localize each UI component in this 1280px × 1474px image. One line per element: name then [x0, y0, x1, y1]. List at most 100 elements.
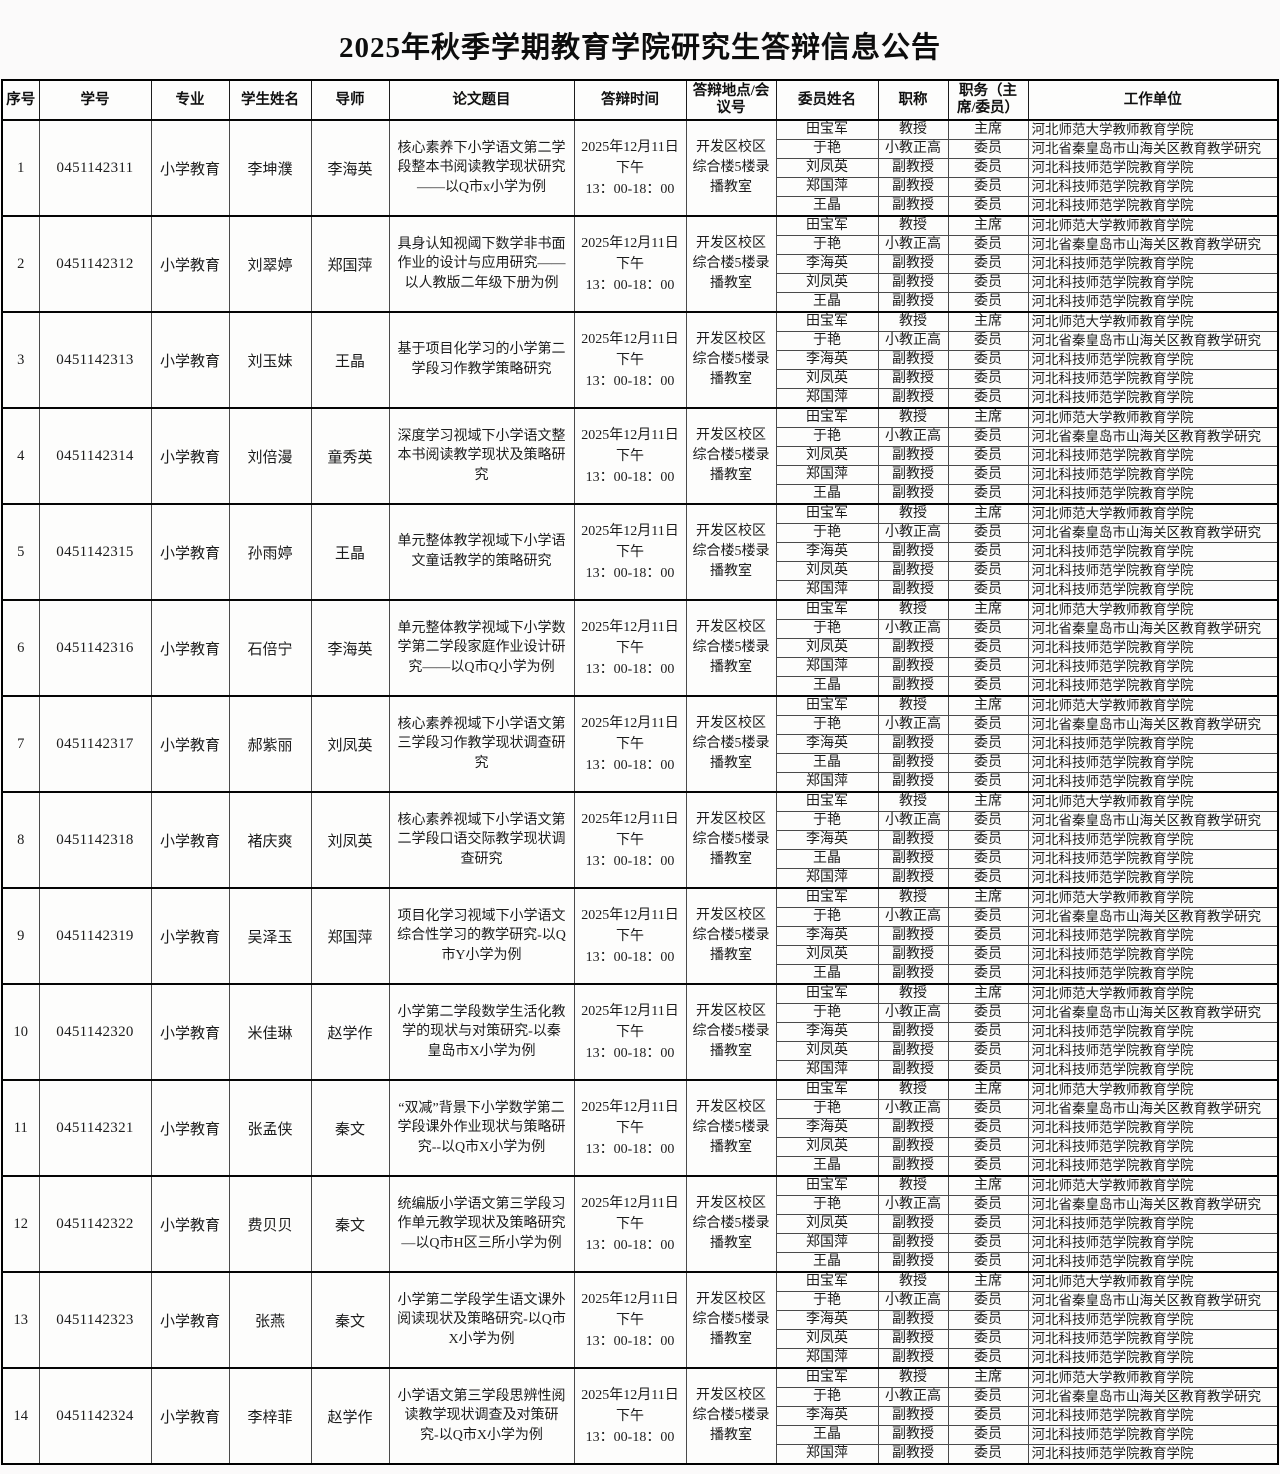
cell-defense-time: 2025年12月11日 下午 13：00-18：00 [573, 983, 687, 1081]
cell-committee-name: 刘凤英 [775, 446, 879, 466]
cell-thesis-title: 小学语文第三学段思辨性阅读教学现状调查及对策研究-以Q市X小学为例 [388, 1367, 575, 1465]
cell-committee-name: 王晶 [775, 1156, 879, 1177]
defense-time-line: 2025年12月11日 [581, 1099, 679, 1115]
cell-committee-title: 副教授 [877, 292, 949, 313]
defense-time-line: 13：00-18：00 [585, 1429, 675, 1445]
column-header-6: 答辩时间 [573, 79, 687, 121]
cell-committee-name: 刘凤英 [775, 561, 879, 581]
defense-time-line: 2025年12月11日 [581, 1387, 679, 1403]
cell-committee-title: 副教授 [877, 772, 949, 793]
cell-committee-role: 主席 [947, 407, 1029, 428]
defense-time-line: 下午 [616, 544, 644, 560]
column-header-9: 职称 [877, 79, 949, 121]
cell-committee-unit: 河北科技师范学院教育学院 [1027, 734, 1279, 754]
cell-committee-name: 李海英 [775, 1022, 879, 1042]
cell-advisor: 赵学作 [310, 1367, 390, 1465]
cell-committee-unit: 河北省秦皇岛市山海关区教育教学研究 [1027, 1099, 1279, 1119]
cell-committee-title: 小教正高 [877, 523, 949, 543]
cell-student-id: 0451142317 [38, 695, 152, 793]
cell-student-name: 李梓菲 [228, 1367, 312, 1465]
committee-subrow: 李海英 副教授 委员 河北科技师范学院教育学院 [2, 830, 1279, 850]
cell-committee-title: 小教正高 [877, 331, 949, 351]
committee-subrow: 于艳 小教正高 委员 河北省秦皇岛市山海关区教育教学研究 [2, 1099, 1279, 1119]
cell-committee-name: 于艳 [775, 331, 879, 351]
cell-committee-name: 田宝军 [775, 407, 879, 428]
cell-committee-role: 委员 [947, 542, 1029, 562]
cell-major: 小学教育 [150, 887, 230, 985]
cell-student-id: 0451142313 [38, 311, 152, 409]
defense-time-line: 13：00-18：00 [585, 1045, 675, 1061]
cell-committee-title: 副教授 [877, 1348, 949, 1369]
cell-thesis-title: 核心素养下小学语文第二学段整本书阅读教学现状研究——以Q市x小学为例 [388, 119, 575, 217]
cell-committee-title: 教授 [877, 1079, 949, 1100]
cell-defense-location: 开发区校区综合楼5楼录播教室 [685, 887, 777, 985]
defense-time-line: 2025年12月11日 [581, 907, 679, 923]
cell-seq-no: 11 [1, 1079, 40, 1177]
cell-committee-role: 委员 [947, 811, 1029, 831]
cell-committee-name: 于艳 [775, 1003, 879, 1023]
cell-defense-location: 开发区校区综合楼5楼录播教室 [685, 695, 777, 793]
cell-committee-unit: 河北科技师范学院教育学院 [1027, 1329, 1279, 1349]
cell-committee-role: 委员 [947, 772, 1029, 793]
cell-committee-title: 教授 [877, 311, 949, 332]
cell-major: 小学教育 [150, 791, 230, 889]
cell-seq-no: 1 [1, 119, 40, 217]
cell-defense-time: 2025年12月11日 下午 13：00-18：00 [573, 503, 687, 601]
cell-committee-role: 委员 [947, 1060, 1029, 1081]
cell-seq-no: 8 [1, 791, 40, 889]
cell-committee-name: 于艳 [775, 427, 879, 447]
cell-committee-name: 田宝军 [775, 1271, 879, 1292]
cell-committee-title: 副教授 [877, 1425, 949, 1445]
cell-committee-unit: 河北科技师范学院教育学院 [1027, 753, 1279, 773]
cell-defense-time: 2025年12月11日 下午 13：00-18：00 [573, 599, 687, 697]
cell-committee-title: 小教正高 [877, 139, 949, 159]
cell-committee-title: 副教授 [877, 196, 949, 217]
cell-advisor: 郑国萍 [310, 215, 390, 313]
cell-committee-title: 小教正高 [877, 1099, 949, 1119]
cell-committee-title: 小教正高 [877, 235, 949, 255]
cell-committee-name: 王晶 [775, 849, 879, 869]
cell-committee-unit: 河北科技师范学院教育学院 [1027, 369, 1279, 389]
cell-committee-name: 郑国萍 [775, 388, 879, 409]
cell-committee-unit: 河北省秦皇岛市山海关区教育教学研究 [1027, 619, 1279, 639]
committee-subrow: 于艳 小教正高 委员 河北省秦皇岛市山海关区教育教学研究 [2, 715, 1279, 735]
cell-committee-role: 委员 [947, 1137, 1029, 1157]
cell-seq-no: 5 [1, 503, 40, 601]
cell-committee-role: 主席 [947, 599, 1029, 620]
cell-committee-title: 教授 [877, 599, 949, 620]
cell-committee-unit: 河北科技师范学院教育学院 [1027, 1444, 1279, 1465]
defense-time-line: 下午 [616, 160, 644, 176]
cell-committee-role: 委员 [947, 1329, 1029, 1349]
cell-student-id: 0451142316 [38, 599, 152, 697]
cell-student-name: 李坤濮 [228, 119, 312, 217]
committee-subrow: 于艳 小教正高 委员 河北省秦皇岛市山海关区教育教学研究 [2, 1387, 1279, 1407]
cell-committee-title: 副教授 [877, 350, 949, 370]
cell-committee-role: 委员 [947, 196, 1029, 217]
cell-committee-unit: 河北省秦皇岛市山海关区教育教学研究 [1027, 331, 1279, 351]
cell-student-id: 0451142320 [38, 983, 152, 1081]
cell-committee-role: 委员 [947, 830, 1029, 850]
defense-time-line: 13：00-18：00 [585, 181, 675, 197]
cell-committee-name: 王晶 [775, 753, 879, 773]
cell-committee-title: 副教授 [877, 177, 949, 197]
cell-committee-name: 刘凤英 [775, 945, 879, 965]
cell-committee-role: 委员 [947, 292, 1029, 313]
cell-committee-unit: 河北师范大学教师教育学院 [1027, 119, 1279, 140]
cell-committee-role: 委员 [947, 849, 1029, 869]
cell-committee-unit: 河北科技师范学院教育学院 [1027, 561, 1279, 581]
cell-committee-role: 委员 [947, 676, 1029, 697]
cell-committee-unit: 河北师范大学教师教育学院 [1027, 1271, 1279, 1292]
cell-thesis-title: 核心素养视域下小学语文第三学段习作教学现状调查研究 [388, 695, 575, 793]
column-header-10: 职务（主席/委员） [947, 79, 1029, 121]
cell-committee-name: 郑国萍 [775, 1060, 879, 1081]
defense-record-row: 7 0451142317 小学教育 郝紫丽 刘凤英 核心素养视域下小学语文第三学段习作教学… [1, 695, 1279, 793]
cell-thesis-title: 项目化学习视域下小学语文综合性学习的教学研究-以Q市Y小学为例 [388, 887, 575, 985]
cell-committee-title: 副教授 [877, 369, 949, 389]
defense-time-line: 2025年12月11日 [581, 619, 679, 635]
cell-committee-title: 教授 [877, 1271, 949, 1292]
cell-defense-time: 2025年12月11日 下午 13：00-18：00 [573, 887, 687, 985]
cell-committee-title: 教授 [877, 119, 949, 140]
cell-committee-name: 刘凤英 [775, 1041, 879, 1061]
cell-committee-role: 委员 [947, 1291, 1029, 1311]
cell-defense-location: 开发区校区综合楼5楼录播教室 [685, 1079, 777, 1177]
